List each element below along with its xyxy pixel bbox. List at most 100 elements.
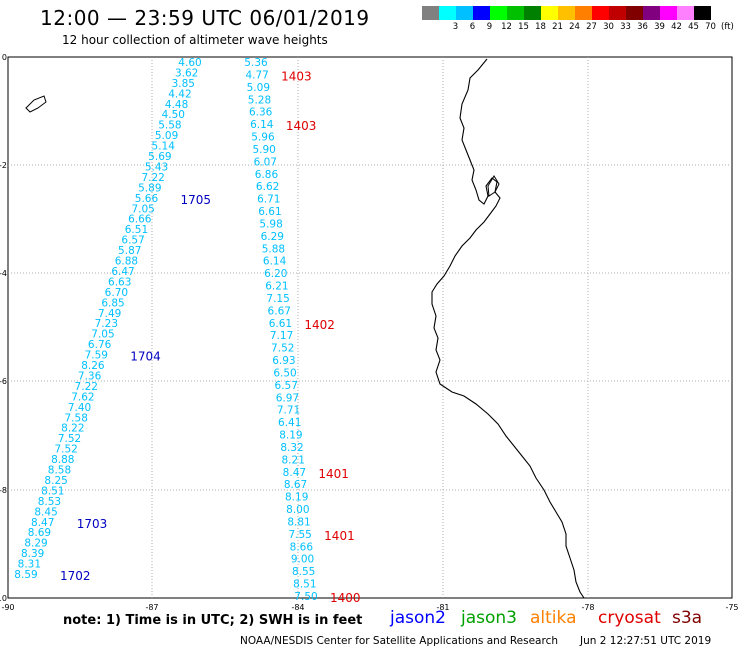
credit-text: NOAA/NESDIS Center for Satellite Applica…	[240, 635, 558, 647]
scale-label: 30	[603, 22, 614, 32]
jason3-wave-height: 6.07	[254, 156, 277, 168]
jason2-time-label: 1702	[60, 569, 91, 583]
scale-label: 27	[586, 22, 597, 32]
jason3-time-label: 1401	[318, 467, 349, 481]
scale-swatch	[609, 6, 626, 20]
jason3-time-label: 1401	[324, 529, 355, 543]
jason3-wave-height: 7.71	[277, 405, 300, 417]
jason3-wave-height: 6.97	[276, 392, 299, 404]
jason2-wave-height: 6.47	[111, 266, 134, 278]
jason3-wave-height: 6.21	[265, 281, 288, 293]
scale-label: 9	[486, 22, 493, 32]
jason2-wave-height: 7.22	[75, 381, 98, 393]
jason2-wave-height: 5.14	[152, 141, 176, 153]
jason2-wave-height: 3.85	[172, 78, 195, 90]
jason3-wave-height: 8.47	[283, 467, 306, 479]
jason2-wave-height: 8.26	[81, 360, 105, 372]
scale-swatch	[439, 6, 456, 20]
scale-label: 42	[671, 22, 682, 32]
jason2-wave-height: 5.58	[158, 120, 181, 132]
scale-swatch	[694, 6, 711, 20]
jason2-wave-height: 6.51	[125, 224, 148, 236]
scale-label: 12	[501, 22, 512, 32]
jason3-wave-height: 5.88	[262, 243, 285, 255]
jason2-wave-height: 7.40	[68, 402, 91, 414]
jason2-wave-height: 8.69	[28, 527, 51, 539]
scale-swatch	[507, 6, 524, 20]
jason3-wave-height: 5.09	[247, 82, 270, 94]
jason3-wave-height: 7.52	[271, 343, 294, 355]
jason2-wave-height: 8.31	[18, 559, 41, 571]
jason2-wave-height: 8.47	[31, 517, 54, 529]
scale-swatch	[575, 6, 592, 20]
scale-swatch	[660, 6, 677, 20]
jason3-time-label: 1400	[330, 591, 361, 605]
jason2-wave-height: 8.88	[51, 454, 74, 466]
scale-unit: (ft)	[721, 22, 734, 32]
jason2-wave-height: 8.58	[48, 465, 71, 477]
jason2-wave-height: 4.50	[162, 109, 185, 121]
jason3-wave-height: 8.00	[286, 504, 309, 516]
jason2-wave-height: 6.66	[128, 214, 152, 226]
satellite-legend-jason2: jason2	[390, 608, 446, 628]
jason3-wave-height: 6.86	[255, 169, 279, 181]
jason3-time-label: 1403	[281, 69, 312, 83]
jason3-wave-height: 5.90	[252, 144, 275, 156]
timestamp-text: Jun 2 12:27:51 UTC 2019	[580, 635, 712, 647]
jason3-wave-height: 9.00	[291, 554, 314, 566]
jason3-wave-height: 8.51	[293, 579, 316, 591]
scale-swatch	[422, 6, 439, 20]
jason3-wave-height: 6.14	[263, 256, 287, 268]
scale-label: 3	[452, 22, 459, 32]
jason2-wave-height: 7.59	[85, 350, 108, 362]
jason3-wave-height: 7.15	[266, 293, 289, 305]
jason2-wave-height: 8.29	[24, 538, 47, 550]
jason2-wave-height: 6.76	[88, 339, 112, 351]
jason3-wave-height: 8.55	[292, 566, 315, 578]
jason2-wave-height: 8.39	[21, 548, 44, 560]
scale-swatch	[677, 6, 694, 20]
x-tick-label: -87	[145, 603, 158, 612]
jason3-wave-height: 7.50	[294, 591, 317, 603]
x-tick-label: -84	[291, 603, 304, 612]
jason3-wave-height: 6.57	[275, 380, 298, 392]
scale-label: 39	[654, 22, 665, 32]
jason3-wave-height: 7.17	[270, 330, 293, 342]
jason2-time-label: 1703	[77, 517, 108, 531]
jason2-wave-height: 7.05	[91, 329, 114, 341]
jason2-wave-height: 4.42	[168, 88, 191, 100]
jason2-wave-height: 8.51	[41, 485, 64, 497]
jason2-wave-height: 4.60	[178, 57, 201, 69]
jason2-wave-height: 3.62	[175, 67, 198, 79]
y-tick-label: -8	[0, 486, 7, 495]
jason2-wave-height: 6.63	[108, 276, 131, 288]
jason3-wave-height: 6.62	[256, 181, 279, 193]
jason3-wave-height: 8.32	[280, 442, 303, 454]
jason2-wave-height: 7.52	[58, 433, 81, 445]
scale-label: 21	[552, 22, 563, 32]
jason2-wave-height: 7.22	[141, 172, 164, 184]
scale-label: 6	[469, 22, 476, 32]
footer-note: note: 1) Time is in UTC; 2) SWH is in fe…	[63, 613, 363, 628]
jason2-wave-height: 7.62	[71, 391, 94, 403]
jason3-wave-height: 6.41	[278, 417, 301, 429]
jason2-wave-height: 7.36	[78, 370, 102, 382]
jason2-wave-height: 8.22	[61, 423, 84, 435]
satellite-legend-altika: altika	[530, 608, 577, 628]
jason3-wave-height: 8.67	[284, 479, 307, 491]
scale-label: 36	[637, 22, 648, 32]
jason2-wave-height: 8.59	[14, 569, 37, 581]
scale-swatch	[558, 6, 575, 20]
jason3-wave-height: 4.77	[245, 69, 268, 81]
x-tick-label: -75	[725, 603, 738, 612]
satellite-legend-cryosat: cryosat	[598, 608, 661, 628]
jason3-wave-height: 8.66	[290, 541, 314, 553]
scale-swatch	[643, 6, 660, 20]
jason3-wave-height: 6.50	[273, 367, 296, 379]
scale-swatch	[490, 6, 507, 20]
jason2-time-label: 1705	[180, 193, 211, 207]
scale-label: 70	[705, 22, 716, 32]
jason3-wave-height: 6.14	[250, 119, 274, 131]
jason2-wave-height: 8.45	[34, 506, 57, 518]
jason3-time-label: 1402	[304, 318, 335, 332]
